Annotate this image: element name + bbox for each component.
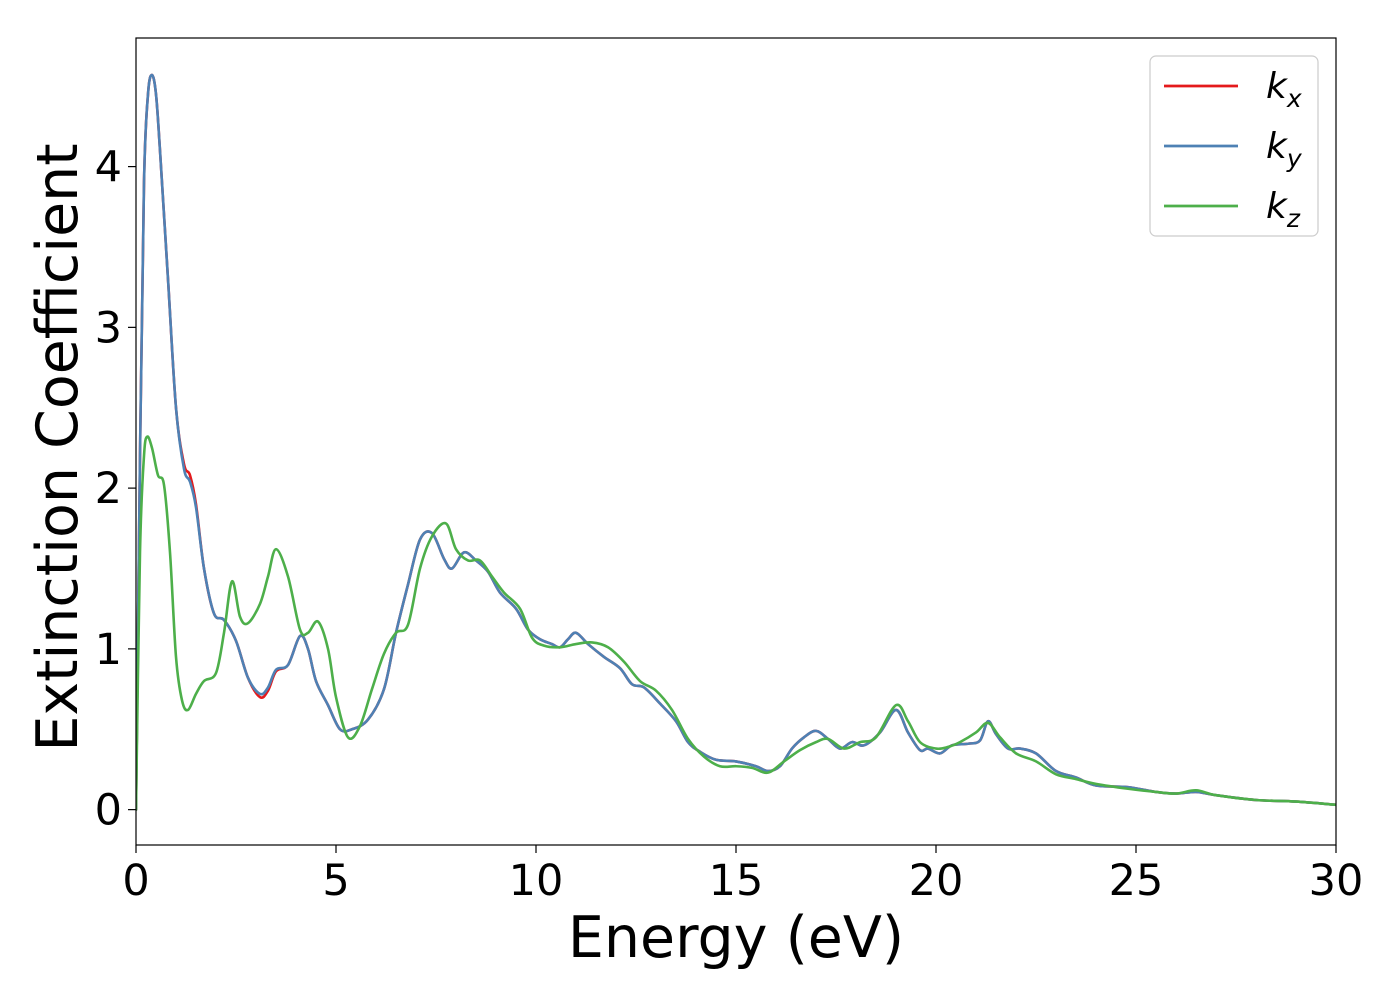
x-tick-label: 15: [709, 856, 764, 906]
y-axis: 0 1 2 3 4: [95, 143, 136, 836]
x-tick-label: 10: [509, 856, 564, 906]
series-layer: [136, 73, 1336, 811]
x-tick-label: 20: [909, 856, 964, 906]
series-line-z: [136, 435, 1336, 811]
legend-label-x: kx: [1266, 66, 1302, 113]
x-axis-title: Energy (eV): [568, 905, 904, 971]
series-line-y: [136, 73, 1336, 811]
y-tick-label: 0: [95, 786, 122, 836]
x-axis: 0 5 10 15 20 25 30: [122, 845, 1363, 906]
x-tick-label: 0: [122, 856, 149, 906]
y-axis-title: Extinction Coefficient: [25, 143, 91, 751]
y-tick-label: 1: [95, 625, 122, 675]
legend-label-y: ky: [1266, 126, 1303, 173]
legend-label-z: kz: [1266, 186, 1301, 233]
y-tick-label: 4: [95, 143, 122, 193]
y-tick-label: 2: [95, 464, 122, 514]
x-tick-label: 25: [1109, 856, 1164, 906]
x-tick-label: 5: [322, 856, 349, 906]
legend: kx ky kz: [1149, 55, 1319, 237]
x-tick-label: 30: [1309, 856, 1364, 906]
y-tick-label: 3: [95, 303, 122, 353]
